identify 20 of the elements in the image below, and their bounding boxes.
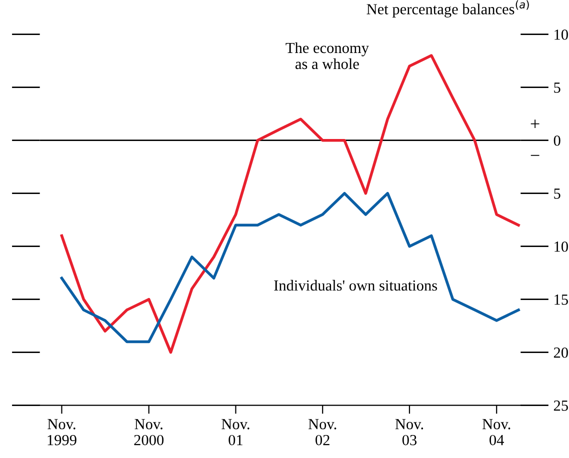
y-tick-label: 15 xyxy=(554,294,568,305)
text: + xyxy=(530,120,540,128)
y-tick-label: 10 xyxy=(554,29,568,40)
line-series xyxy=(60,192,520,344)
y-tick-label: 5 xyxy=(554,82,560,93)
x-tick-label: Nov. 04 xyxy=(482,419,510,446)
y-axis-title: Net percentage balances$^{(a)}$ xyxy=(366,0,529,18)
y-tick-label: 20 xyxy=(554,347,568,358)
x-tick-label: Nov. 03 xyxy=(395,419,424,446)
y-tick-label: 5 xyxy=(554,188,560,199)
y-tick-label: 25 xyxy=(554,400,568,411)
x-tick-label: Nov. 1999 xyxy=(48,419,76,446)
x-tick-label: Nov. 02 xyxy=(308,419,336,446)
series-label: Individuals' own situations xyxy=(274,280,438,291)
x-tick-label: Nov. 2000 xyxy=(134,419,164,446)
text: − xyxy=(530,154,540,156)
y-tick-label: 0 xyxy=(554,135,560,146)
text: The economy as a whole xyxy=(286,42,369,70)
y-tick-label: 10 xyxy=(554,241,568,252)
x-tick-label: Nov. 01 xyxy=(222,419,250,446)
